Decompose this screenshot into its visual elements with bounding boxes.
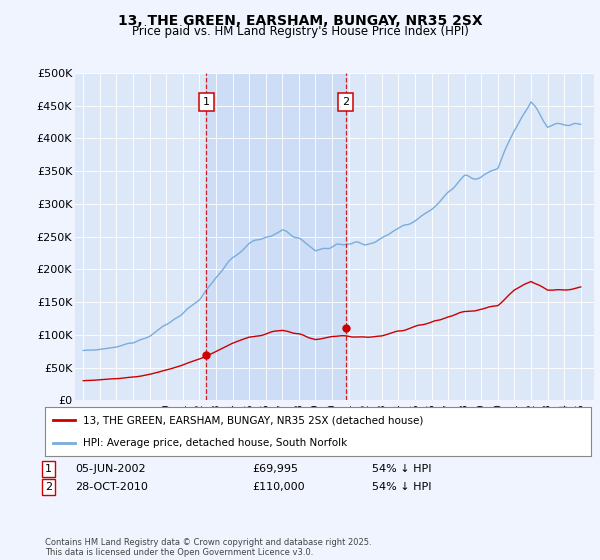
Text: 28-OCT-2010: 28-OCT-2010 <box>75 482 148 492</box>
Bar <box>206 73 346 400</box>
Text: 13, THE GREEN, EARSHAM, BUNGAY, NR35 2SX: 13, THE GREEN, EARSHAM, BUNGAY, NR35 2SX <box>118 14 482 28</box>
Text: 13, THE GREEN, EARSHAM, BUNGAY, NR35 2SX (detached house): 13, THE GREEN, EARSHAM, BUNGAY, NR35 2SX… <box>83 416 424 426</box>
Text: Contains HM Land Registry data © Crown copyright and database right 2025.
This d: Contains HM Land Registry data © Crown c… <box>45 538 371 557</box>
Text: 2: 2 <box>342 97 349 108</box>
Text: Price paid vs. HM Land Registry's House Price Index (HPI): Price paid vs. HM Land Registry's House … <box>131 25 469 38</box>
Text: 1: 1 <box>203 97 210 108</box>
Text: 2: 2 <box>45 482 52 492</box>
Text: HPI: Average price, detached house, South Norfolk: HPI: Average price, detached house, Sout… <box>83 438 347 448</box>
Text: 05-JUN-2002: 05-JUN-2002 <box>75 464 146 474</box>
Text: 54% ↓ HPI: 54% ↓ HPI <box>372 482 431 492</box>
Text: £69,995: £69,995 <box>252 464 298 474</box>
Text: £110,000: £110,000 <box>252 482 305 492</box>
Text: 1: 1 <box>45 464 52 474</box>
Text: 54% ↓ HPI: 54% ↓ HPI <box>372 464 431 474</box>
